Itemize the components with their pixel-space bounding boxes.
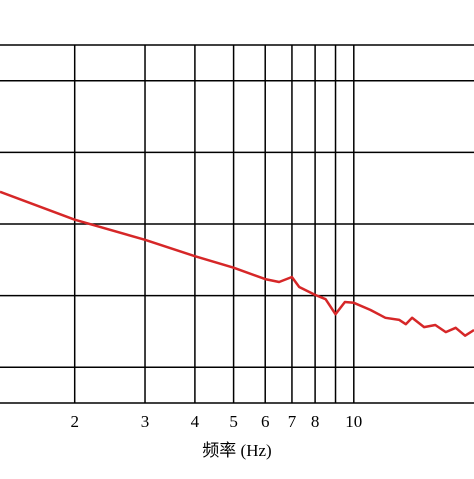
data-line xyxy=(0,190,474,337)
x-tick-label: 8 xyxy=(311,412,320,431)
x-tick-label: 6 xyxy=(261,412,270,431)
x-tick-label: 5 xyxy=(229,412,238,431)
x-axis-label: 频率 (Hz) xyxy=(202,441,271,460)
x-tick-label: 10 xyxy=(345,412,362,431)
x-tick-label: 4 xyxy=(191,412,200,431)
x-tick-label: 7 xyxy=(288,412,297,431)
plot-frame xyxy=(0,44,474,404)
x-tick-label: 3 xyxy=(141,412,150,431)
x-tick-label: 2 xyxy=(70,412,79,431)
